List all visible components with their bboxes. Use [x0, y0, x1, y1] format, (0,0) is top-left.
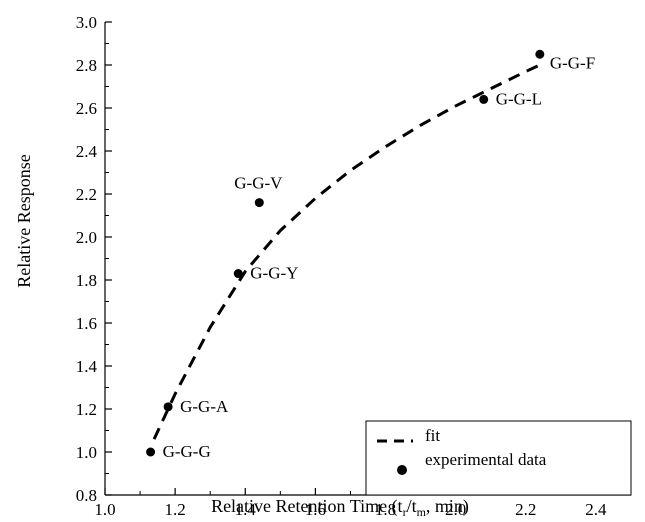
y-tick-label: 2.0 [76, 228, 97, 247]
x-tick-label: 2.4 [585, 500, 607, 519]
data-point-label: G-G-V [234, 174, 283, 193]
data-point [535, 49, 545, 59]
x-tick-label: 1.0 [94, 500, 115, 519]
x-tick-label: 1.2 [165, 500, 186, 519]
y-tick-label: 1.0 [76, 443, 97, 462]
legend-fit-label: fit [425, 426, 440, 445]
data-point [163, 402, 173, 412]
x-tick-label: 1.8 [375, 500, 396, 519]
data-point-label: G-G-L [496, 89, 542, 108]
y-axis-label: Relative Response [14, 154, 34, 287]
y-tick-label: 2.6 [76, 99, 97, 118]
data-point [233, 269, 243, 279]
data-point [479, 94, 489, 104]
data-points-layer: G-G-G G-G-A G-G-Y G-G-V G-G-L G-G-F [146, 49, 595, 461]
legend-data-label: experimental data [425, 450, 547, 469]
x-tick-label: 1.6 [305, 500, 326, 519]
legend: fit experimental data [365, 420, 632, 496]
data-point-label: G-G-A [180, 397, 229, 416]
y-tick-label: 2.8 [76, 56, 97, 75]
data-point-label: G-G-G [163, 442, 211, 461]
fit-curve-layer [152, 63, 541, 440]
y-axis-ticks: 0.8 1.0 1.2 1.4 1.6 1.8 2.0 2.2 2.4 2.6 2.8 3.0 [76, 13, 112, 505]
x-tick-label: 2.0 [445, 500, 466, 519]
y-tick-label: 0.8 [76, 486, 97, 505]
x-tick-label: 1.4 [235, 500, 257, 519]
y-tick-label: 2.4 [76, 142, 98, 161]
data-point-label: G-G-Y [250, 264, 298, 283]
legend-data-swatch [397, 465, 407, 475]
x-axis-label: Relative Retention Time (tr/tm, min) [211, 496, 469, 519]
fit-curve [152, 63, 541, 440]
x-tick-label: 2.2 [515, 500, 536, 519]
data-point [254, 198, 264, 208]
y-tick-label: 1.2 [76, 400, 97, 419]
x-axis-ticks: 1.0 1.2 1.4 1.6 1.8 2.0 2.2 2.4 [94, 488, 607, 519]
y-tick-label: 3.0 [76, 13, 97, 32]
y-tick-label: 2.2 [76, 185, 97, 204]
y-tick-label: 1.8 [76, 271, 97, 290]
data-point [146, 447, 156, 457]
y-tick-label: 1.4 [76, 357, 98, 376]
y-tick-label: 1.6 [76, 314, 97, 333]
legend-box [365, 420, 632, 496]
data-point-label: G-G-F [550, 53, 595, 72]
